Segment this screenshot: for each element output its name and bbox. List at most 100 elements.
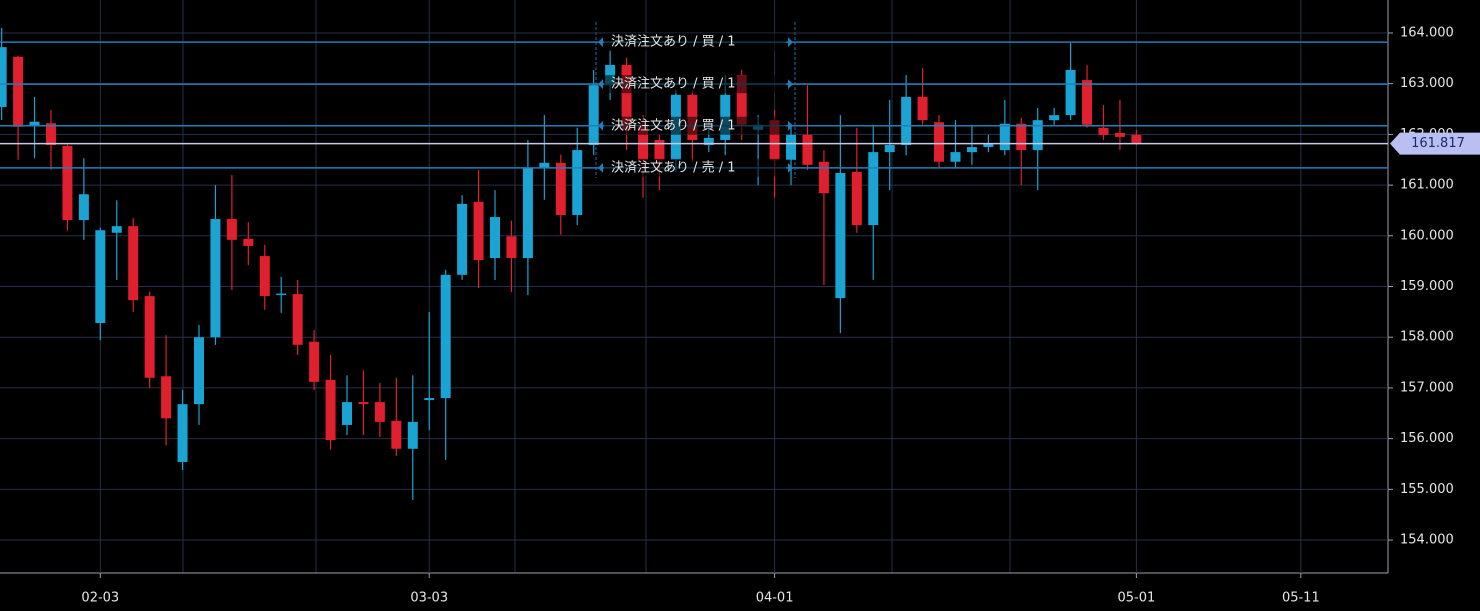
x-tick-label: 05-11 xyxy=(1282,591,1320,606)
candle-body xyxy=(210,219,221,338)
candle-body xyxy=(95,230,106,324)
candle-body xyxy=(950,152,961,162)
candle-body xyxy=(917,96,928,121)
order-label-bg xyxy=(604,33,786,52)
candle-body xyxy=(703,137,714,146)
candle-body xyxy=(13,56,24,127)
order-label-bg xyxy=(604,158,786,177)
candle-body xyxy=(966,147,977,153)
candle-body xyxy=(1131,134,1142,144)
last-price-label: 161.817 xyxy=(1411,136,1465,151)
y-tick-label: 159.000 xyxy=(1400,279,1454,294)
candle-body xyxy=(29,121,40,126)
candle-body xyxy=(128,226,139,301)
candle-body xyxy=(342,402,352,425)
y-tick-label: 157.000 xyxy=(1400,380,1454,395)
x-tick-label: 04-01 xyxy=(756,591,794,606)
candle-body xyxy=(1016,123,1027,151)
candle-body xyxy=(440,274,451,399)
candle-body xyxy=(818,161,829,194)
candle-body xyxy=(177,404,188,462)
candle-body xyxy=(226,219,237,240)
y-tick-label: 164.000 xyxy=(1400,25,1454,40)
candle-body xyxy=(45,123,56,146)
candle-body xyxy=(78,194,89,221)
x-tick-label: 03-03 xyxy=(410,591,448,606)
candle-body xyxy=(144,296,155,378)
y-tick-label: 161.000 xyxy=(1400,178,1454,193)
candle-body xyxy=(769,120,780,160)
candle-body xyxy=(654,139,665,160)
order-arrow xyxy=(788,162,793,173)
y-tick-label: 163.000 xyxy=(1400,76,1454,91)
candle-body xyxy=(786,134,797,160)
candle-body xyxy=(555,162,566,216)
candle-body xyxy=(851,171,862,226)
candle-body xyxy=(1032,120,1043,151)
order-label-bg xyxy=(604,116,786,135)
y-tick-label: 156.000 xyxy=(1400,431,1454,446)
candle-body xyxy=(62,146,73,221)
candle-body xyxy=(309,341,320,382)
candle-body xyxy=(901,96,912,146)
order-arrow xyxy=(598,79,603,90)
candle-body xyxy=(111,226,122,233)
candle-body xyxy=(983,142,994,148)
candle-body xyxy=(522,167,533,259)
candle-body xyxy=(1098,127,1109,135)
order-arrow xyxy=(598,120,603,131)
order-arrow xyxy=(788,120,793,131)
order-label: 決済注文あり / 買 / 1 xyxy=(611,35,736,50)
y-tick-label: 158.000 xyxy=(1400,330,1454,345)
candle-body xyxy=(868,152,879,226)
y-tick-label: 155.000 xyxy=(1400,482,1454,497)
candle-body xyxy=(1114,132,1125,137)
x-tick-label: 05-01 xyxy=(1117,591,1155,606)
candle-body xyxy=(802,134,813,165)
order-arrow xyxy=(598,162,603,173)
candle-body xyxy=(539,162,550,168)
candle-body xyxy=(1082,80,1093,125)
candle-body xyxy=(259,256,270,297)
candle-body xyxy=(736,75,747,125)
candle-body xyxy=(407,421,418,449)
candle-body xyxy=(424,398,435,401)
candle-body xyxy=(391,420,402,449)
candle-body xyxy=(457,203,468,275)
order-label: 決済注文あり / 買 / 1 xyxy=(611,118,736,133)
order-label: 決済注文あり / 買 / 1 xyxy=(611,77,736,92)
order-label: 決済注文あり / 売 / 1 xyxy=(611,159,736,175)
candle-body xyxy=(835,172,846,299)
candle-body xyxy=(161,376,172,419)
order-arrow xyxy=(788,79,793,90)
candle-body xyxy=(374,402,385,422)
candle-body xyxy=(506,236,517,259)
candle-body xyxy=(588,85,599,146)
candle-body xyxy=(572,150,583,216)
candle-body xyxy=(325,379,336,441)
candle-body xyxy=(473,201,484,261)
candle-body xyxy=(292,294,303,345)
order-arrow xyxy=(598,37,603,48)
candle-body xyxy=(1065,69,1076,116)
candle-body xyxy=(934,122,945,162)
y-tick-label: 160.000 xyxy=(1400,228,1454,243)
candle-body xyxy=(243,238,254,246)
candle-body xyxy=(999,123,1010,151)
candle-body xyxy=(884,145,895,153)
candle-body xyxy=(621,64,632,130)
last-price-tag xyxy=(1390,132,1480,155)
x-tick-label: 02-03 xyxy=(81,591,119,606)
candle-body xyxy=(358,402,369,405)
candle-body xyxy=(605,64,616,86)
order-arrow xyxy=(788,37,793,48)
candle-body xyxy=(276,293,287,296)
candle-body xyxy=(193,337,204,405)
candle-body xyxy=(638,124,649,160)
candle-body xyxy=(1049,115,1060,121)
candle-body xyxy=(0,47,7,107)
y-tick-label: 154.000 xyxy=(1400,533,1454,548)
